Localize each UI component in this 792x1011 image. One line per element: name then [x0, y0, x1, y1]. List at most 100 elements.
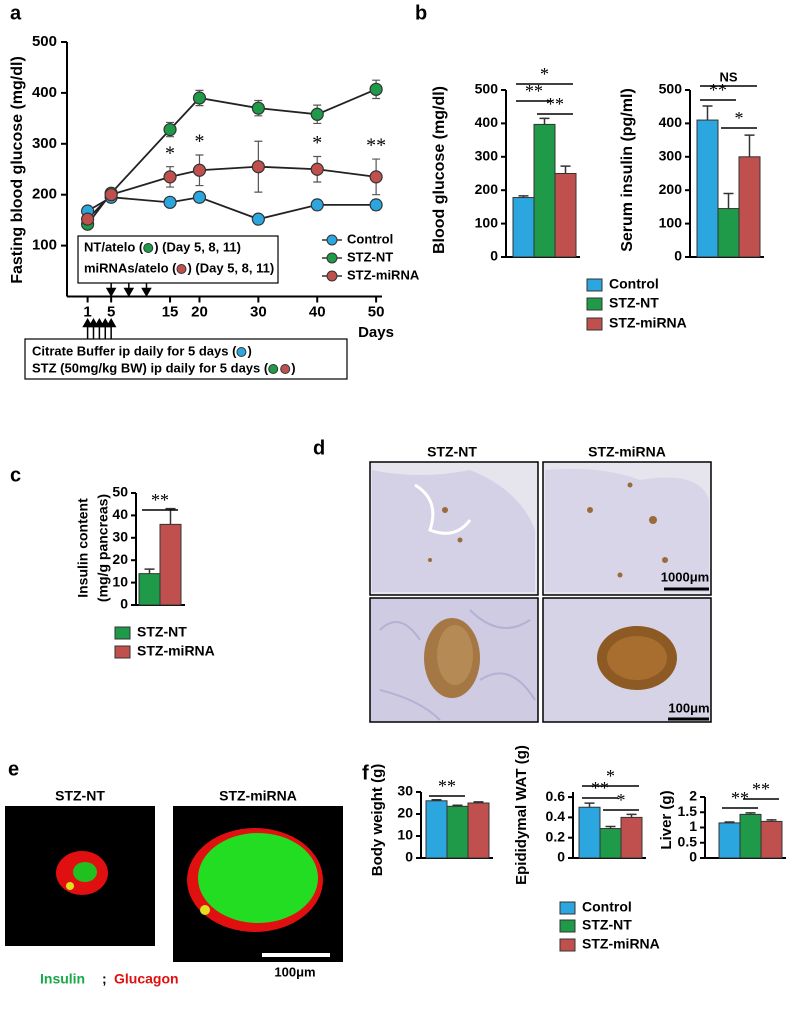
y-tick-label: 20	[397, 805, 413, 821]
data-point	[310, 198, 324, 212]
bar	[599, 828, 622, 859]
caption: Insulin	[40, 971, 85, 987]
data-point	[251, 160, 265, 174]
y-tick-label: 200	[475, 181, 499, 197]
caption: Glucagon	[114, 971, 179, 987]
y-tick-label: 1.5	[678, 803, 698, 819]
micrograph	[369, 597, 539, 723]
y-tick-label: 0	[120, 596, 128, 612]
bar	[533, 123, 556, 258]
note-box	[77, 235, 279, 284]
arrow	[105, 283, 117, 298]
legend-label: STZ-NT	[347, 249, 393, 264]
significance: *	[312, 132, 322, 154]
error-bar	[626, 813, 637, 818]
caption: ;	[102, 971, 107, 987]
error-bar	[584, 802, 595, 808]
bar	[446, 805, 469, 859]
significance: **	[366, 135, 386, 157]
note-text: )	[291, 360, 295, 375]
image-title: STZ-miRNA	[219, 788, 297, 804]
legend-marker	[114, 626, 131, 640]
legend-marker	[559, 901, 576, 915]
significance: *	[606, 766, 615, 786]
data-point	[369, 82, 383, 96]
y-tick-label: 10	[397, 827, 413, 843]
y-tick-label: 40	[112, 506, 128, 522]
x-tick-label: 15	[162, 303, 179, 320]
legend-marker	[586, 297, 603, 311]
significance: **	[752, 779, 770, 799]
significance: **	[525, 81, 543, 101]
micrograph	[369, 461, 539, 596]
y-tick-label: 500	[475, 81, 499, 97]
error-bar	[702, 105, 713, 121]
y-tick-label: 400	[659, 114, 683, 130]
legend-marker	[586, 278, 603, 292]
data-point	[104, 188, 118, 202]
significance: **	[151, 490, 169, 510]
y-tick-label: 100	[32, 237, 57, 254]
legend-label: STZ-miRNA	[137, 643, 215, 659]
note-text: Citrate Buffer ip daily for 5 days (	[32, 343, 237, 358]
fluorescence-image	[173, 806, 343, 962]
bar	[760, 820, 783, 859]
data-point	[251, 212, 265, 226]
significance: *	[194, 131, 204, 153]
panel-label: e	[8, 758, 19, 780]
y-tick-label: 100	[659, 214, 683, 230]
data-point	[369, 198, 383, 212]
note-text: ) (Day 5, 8, 11)	[154, 239, 241, 254]
error-bar	[723, 192, 734, 209]
y-tick-label: 1	[689, 818, 697, 834]
note-text: STZ (50mg/kg BW) ip daily for 5 days (	[32, 360, 269, 375]
bar	[718, 822, 741, 859]
y-tick-label: 500	[659, 81, 683, 97]
y-tick-label: 500	[32, 33, 57, 50]
data-point	[192, 91, 207, 105]
legend-label: Control	[582, 899, 632, 915]
y-tick-label: 100	[475, 214, 499, 230]
y-tick-label: 0	[689, 849, 697, 865]
significance: *	[165, 142, 175, 164]
note-marker	[236, 347, 247, 357]
y-tick-label: 0.5	[678, 833, 698, 849]
legend-label: STZ-miRNA	[347, 267, 420, 282]
y-tick-label: 0	[490, 248, 498, 264]
panel-label: d	[313, 437, 325, 459]
y-tick-label: 400	[475, 114, 499, 130]
legend-label: STZ-NT	[609, 295, 659, 311]
legend-marker	[559, 919, 576, 933]
bar	[717, 208, 740, 258]
data-point	[192, 163, 207, 177]
y-tick-label: 10	[112, 573, 128, 589]
note-marker	[280, 364, 291, 374]
note-text: NT/atelo (	[84, 239, 144, 254]
x-tick-label: 1	[83, 303, 91, 320]
note-text: )	[247, 343, 251, 358]
x-tick-label: 20	[191, 303, 208, 320]
x-tick-label: 40	[309, 303, 326, 320]
y-tick-label: 0.4	[546, 808, 566, 824]
panel-label: f	[362, 762, 369, 784]
bar	[512, 197, 535, 258]
arrow	[94, 317, 105, 339]
note-text: ) (Day 5, 8, 11)	[187, 260, 274, 275]
panel-label: b	[415, 2, 427, 24]
error-bar	[144, 568, 155, 574]
y-tick-label: 2	[689, 788, 697, 804]
legend-marker	[326, 234, 338, 246]
data-point	[251, 101, 265, 115]
y-tick-label: 0	[557, 849, 565, 865]
data-point	[192, 190, 207, 204]
y-axis-title: Epididymal WAT (g)	[513, 745, 530, 885]
scale-bar-label: 1000μm	[661, 569, 709, 584]
bar	[738, 156, 761, 258]
legend-label: STZ-NT	[582, 917, 632, 933]
significance: *	[540, 64, 549, 84]
y-tick-label: 0.2	[546, 828, 566, 844]
legend-label: STZ-miRNA	[582, 936, 660, 952]
data-point	[81, 212, 95, 226]
bar	[739, 813, 762, 859]
